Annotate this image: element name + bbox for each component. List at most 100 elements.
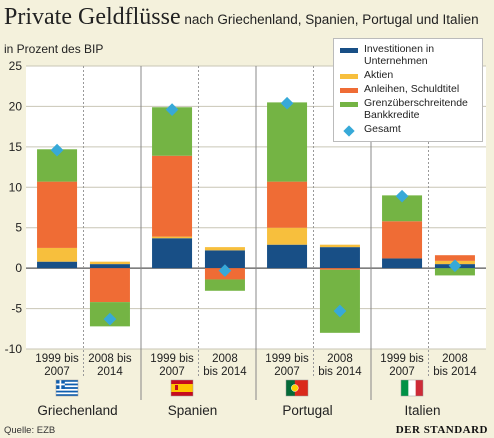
y-tick-label: 15	[9, 140, 23, 154]
total-marker	[50, 143, 64, 157]
x-tick-label: 2008	[327, 353, 353, 365]
x-tick-label: 2007	[159, 366, 185, 378]
total-marker	[395, 189, 409, 203]
legend-item-bankkredite: Grenzüberschreitende Bankkredite	[340, 97, 476, 121]
italy-flag	[400, 379, 424, 397]
y-tick-label: -10	[5, 342, 23, 356]
flag-stripe	[56, 380, 78, 382]
flag-stripe	[415, 380, 423, 396]
flag-emblem	[175, 385, 178, 390]
bar-segment	[382, 221, 423, 259]
y-tick-label: 10	[9, 180, 23, 194]
legend-label-investitionen: Investitionen in Unternehmen	[364, 43, 435, 67]
flag-stripe	[56, 387, 78, 389]
y-tick-label: 20	[9, 99, 23, 113]
title-rest: nach Griechenland, Spanien, Portugal und…	[180, 12, 479, 27]
greece-flag	[55, 379, 79, 397]
y-tick-label: 5	[15, 221, 22, 235]
bar-segment	[37, 261, 78, 269]
bar-segment	[152, 238, 193, 269]
bar-segment	[267, 244, 308, 269]
total-marker	[280, 96, 294, 110]
legend-swatch-aktien	[340, 74, 358, 79]
footer: Quelle: EZB DER STANDARD	[0, 424, 494, 438]
bar-segment	[267, 181, 308, 228]
bar-segment	[89, 264, 130, 269]
flag-border	[55, 379, 79, 397]
bar-segment	[382, 258, 423, 269]
x-tick-label: 1999 bis	[265, 353, 309, 365]
flag-stripe	[286, 380, 295, 396]
y-tick-label: -5	[11, 302, 22, 316]
spain-flag	[170, 379, 194, 397]
bar-segment	[319, 268, 360, 270]
country-label: Italien	[404, 403, 440, 418]
total-marker	[165, 103, 179, 117]
x-tick-label: 2008	[442, 353, 468, 365]
bar-segment	[319, 269, 360, 333]
bar-segment	[89, 261, 130, 265]
x-tick-label: 2007	[44, 366, 70, 378]
bar-segment	[37, 247, 78, 262]
legend-item-gesamt: Gesamt	[340, 123, 476, 137]
x-tick-label: bis 2014	[203, 366, 247, 378]
portugal-flag	[285, 379, 309, 397]
legend-label-aktien: Aktien	[364, 69, 394, 81]
legend-swatch-anleihen	[340, 88, 358, 93]
flag-border	[285, 379, 309, 397]
bar-segment	[89, 268, 130, 303]
legend-swatch-bankkredite	[340, 102, 358, 107]
bar-segment	[319, 247, 360, 269]
legend-swatch-investitionen	[340, 48, 358, 53]
flag-border	[400, 379, 424, 397]
bar-segment	[152, 155, 193, 237]
country-label: Spanien	[168, 403, 218, 418]
chart-title: Private Geldflüsse nach Griechenland, Sp…	[4, 4, 479, 31]
x-tick-label: 2007	[274, 366, 300, 378]
x-tick-label: 2008	[212, 353, 238, 365]
total-marker	[448, 259, 462, 273]
legend-item-anleihen: Anleihen, Schuldtitel	[340, 83, 476, 95]
chart-legend: Investitionen in Unternehmen Aktien Anle…	[333, 38, 483, 142]
flag-stripe	[56, 383, 78, 386]
bar-segment	[319, 244, 360, 248]
bar-segment	[152, 236, 193, 239]
bar-segment	[434, 255, 475, 261]
total-marker	[218, 264, 232, 277]
title-main: Private Geldflüsse	[4, 4, 181, 30]
source-note: Quelle: EZB	[4, 425, 56, 436]
bar-segment	[204, 250, 245, 269]
country-label: Portugal	[282, 403, 332, 418]
publisher-logo: DER STANDARD	[395, 424, 488, 436]
legend-item-aktien: Aktien	[340, 69, 476, 81]
legend-item-investitionen: Investitionen in Unternehmen	[340, 43, 476, 67]
country-label: Griechenland	[37, 403, 117, 418]
flag-cross	[56, 383, 65, 386]
bar-segment	[204, 247, 245, 251]
x-tick-label: 2007	[389, 366, 415, 378]
total-marker	[103, 312, 117, 326]
x-tick-label: 2008 bis	[88, 353, 132, 365]
y-tick-label: 25	[9, 59, 23, 73]
bar-segment	[204, 279, 245, 291]
x-tick-label: 1999 bis	[380, 353, 424, 365]
flag-stripe	[56, 390, 78, 393]
x-tick-label: bis 2014	[433, 366, 477, 378]
legend-label-gesamt: Gesamt	[364, 123, 401, 135]
flag-stripe	[401, 380, 409, 396]
legend-label-anleihen: Anleihen, Schuldtitel	[364, 83, 460, 95]
bar-segment	[267, 102, 308, 182]
y-axis-unit-label: in Prozent des BIP	[4, 42, 104, 56]
legend-marker-gesamt	[343, 125, 355, 137]
bar-segment	[37, 181, 78, 248]
x-tick-label: bis 2014	[318, 366, 362, 378]
x-tick-label: 1999 bis	[150, 353, 194, 365]
bar-segment	[267, 227, 308, 245]
flag-stripe	[171, 384, 193, 392]
flag-stripe	[56, 394, 78, 396]
x-tick-label: 1999 bis	[35, 353, 79, 365]
x-tick-label: 2014	[97, 366, 123, 378]
total-marker	[333, 304, 347, 318]
legend-label-bankkredite: Grenzüberschreitende Bankkredite	[364, 97, 468, 121]
flag-emblem	[291, 384, 299, 392]
